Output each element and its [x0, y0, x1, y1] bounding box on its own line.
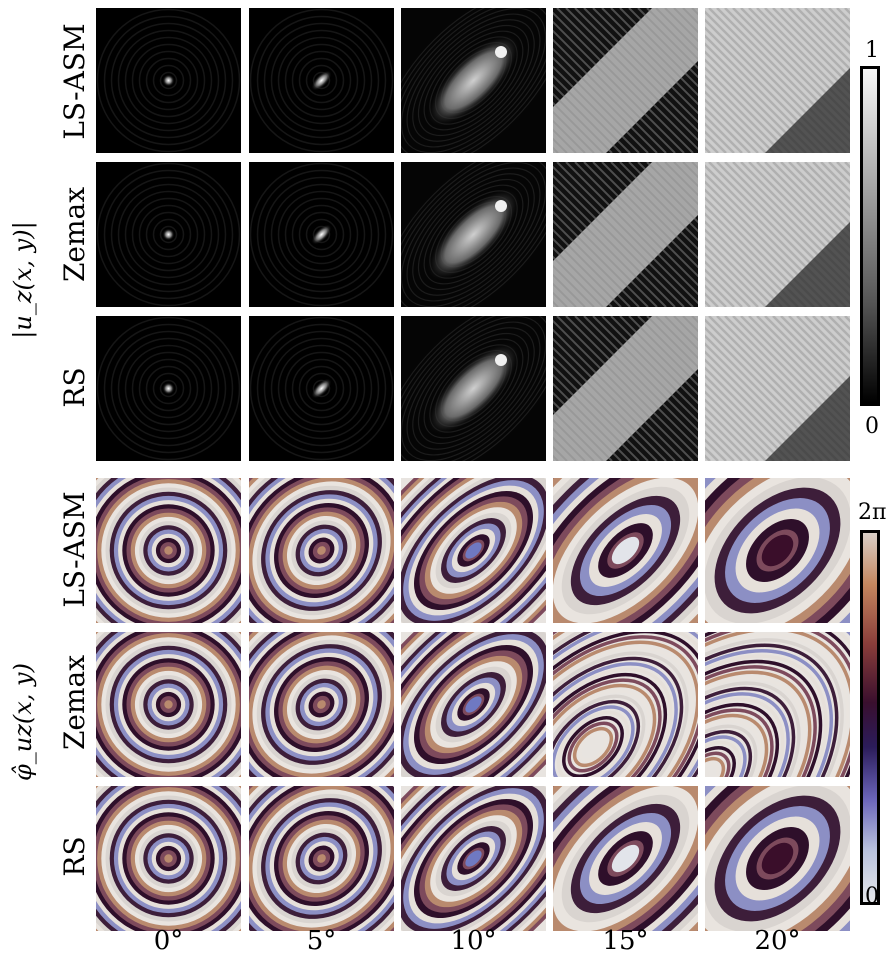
phase-tile-phase-rs-15: [553, 786, 698, 931]
amplitude-tile-amp-lsasm-20: [705, 8, 850, 153]
field-image: [553, 8, 698, 153]
phase-tile-phase-lsasm-20: [705, 478, 850, 623]
phase-tile-phase-zemax-20: [705, 632, 850, 777]
amplitude-tile-amp-zemax-10: [401, 162, 546, 307]
column-label-20: 20°: [754, 926, 801, 956]
amplitude-tile-amp-zemax-20: [705, 162, 850, 307]
field-image: [96, 316, 241, 461]
amplitude-colorbar: [860, 66, 880, 406]
field-image: [705, 478, 850, 623]
phase-tile-phase-rs-20: [705, 786, 850, 931]
field-image: [401, 478, 546, 623]
phase-tile-phase-lsasm-5: [249, 478, 394, 623]
phase-tile-phase-lsasm-0: [96, 478, 241, 623]
field-image: [96, 632, 241, 777]
amplitude-tile-amp-lsasm-10: [401, 8, 546, 153]
amplitude-group-label: |u_z(x, y)|: [9, 221, 37, 339]
field-image: [401, 632, 546, 777]
amplitude-tile-amp-rs-5: [249, 316, 394, 461]
field-image: [249, 478, 394, 623]
amplitude-tile-amp-rs-15: [553, 316, 698, 461]
field-image: [705, 632, 850, 777]
field-image: [705, 316, 850, 461]
column-label-0: 0°: [153, 926, 184, 956]
field-image: [96, 162, 241, 307]
phase-tile-phase-zemax-15: [553, 632, 698, 777]
row-label-phase-rs: RS: [58, 836, 91, 877]
amp-colorbar-max: 1: [865, 38, 879, 63]
field-image: [553, 786, 698, 931]
row-label-amp-lsasm: LS-ASM: [58, 23, 91, 140]
amplitude-tile-amp-lsasm-0: [96, 8, 241, 153]
amplitude-tile-amp-lsasm-5: [249, 8, 394, 153]
field-image: [249, 316, 394, 461]
phase-tile-phase-lsasm-15: [553, 478, 698, 623]
phase-tile-phase-rs-10: [401, 786, 546, 931]
phase-colorbar-max: 2π: [858, 500, 887, 525]
field-image: [96, 478, 241, 623]
phase-tile-phase-zemax-0: [96, 632, 241, 777]
phase-tile-phase-lsasm-10: [401, 478, 546, 623]
field-image: [401, 316, 546, 461]
field-image: [249, 632, 394, 777]
field-image: [401, 162, 546, 307]
amp-colorbar-min: 0: [865, 414, 879, 439]
field-image: [249, 162, 394, 307]
phase-tile-phase-rs-0: [96, 786, 241, 931]
field-image: [249, 786, 394, 931]
amplitude-tile-amp-zemax-5: [249, 162, 394, 307]
phase-tile-phase-rs-5: [249, 786, 394, 931]
amplitude-tile-amp-zemax-0: [96, 162, 241, 307]
column-label-10: 10°: [450, 926, 497, 956]
row-label-amp-zemax: Zemax: [58, 186, 91, 283]
field-image: [705, 786, 850, 931]
amplitude-tile-amp-lsasm-15: [553, 8, 698, 153]
phase-tile-phase-zemax-5: [249, 632, 394, 777]
phase-colorbar: [860, 530, 880, 905]
column-label-5: 5°: [306, 926, 337, 956]
row-label-amp-rs: RS: [58, 367, 91, 408]
amplitude-tile-amp-rs-10: [401, 316, 546, 461]
row-label-phase-zemax: Zemax: [58, 654, 91, 751]
phase-group-label: φ̂_uz(x, y): [9, 663, 37, 781]
field-image: [705, 162, 850, 307]
field-image: [401, 8, 546, 153]
amplitude-tile-amp-zemax-15: [553, 162, 698, 307]
field-image: [705, 8, 850, 153]
amplitude-tile-amp-rs-20: [705, 316, 850, 461]
phase-colorbar-min: 0: [865, 884, 879, 909]
field-image: [96, 786, 241, 931]
field-image: [249, 8, 394, 153]
column-label-15: 15°: [602, 926, 649, 956]
field-image: [553, 478, 698, 623]
field-image: [553, 162, 698, 307]
field-image: [96, 8, 241, 153]
phase-tile-phase-zemax-10: [401, 632, 546, 777]
amplitude-tile-amp-rs-0: [96, 316, 241, 461]
row-label-phase-lsasm: LS-ASM: [58, 491, 91, 608]
field-image: [553, 632, 698, 777]
field-image: [401, 786, 546, 931]
field-image: [553, 316, 698, 461]
